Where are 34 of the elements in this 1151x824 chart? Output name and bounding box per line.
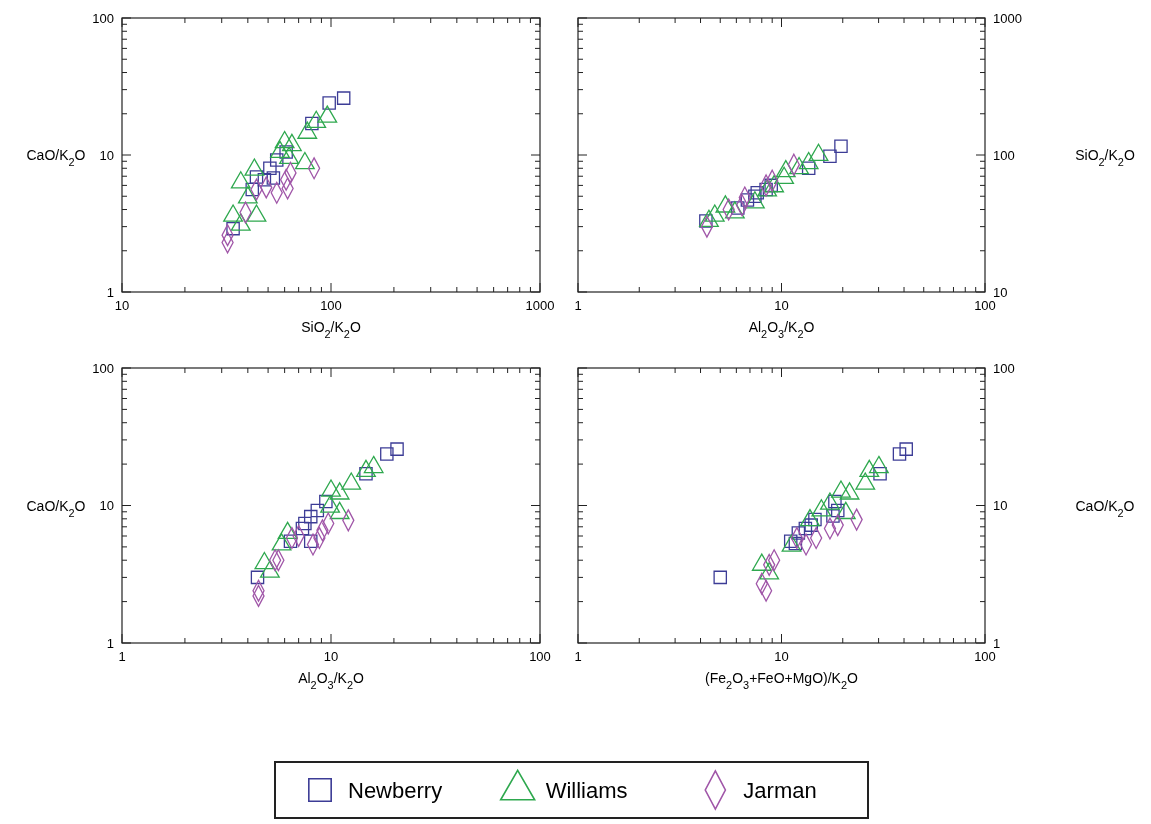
x-tick-label: 100 [974, 649, 996, 664]
x-tick-label: 1 [118, 649, 126, 664]
y-tick-label: 1 [106, 635, 114, 651]
x-tick-label: 1 [574, 649, 582, 664]
y-tick-label: 1000 [993, 10, 1022, 26]
y-axis-title: CaO/K$_{2}$O [1075, 497, 1135, 519]
y-tick-label: 100 [993, 360, 1015, 376]
y-tick-label: 100 [92, 10, 114, 26]
y-tick-label: 10 [993, 498, 1008, 513]
y-tick-label: 1 [993, 635, 1001, 651]
x-axis-title: (Fe$_{2}$O$_{3}$+FeO+MgO)/K$_{2}$O [705, 670, 859, 691]
x-tick-label: 10 [323, 649, 339, 664]
x-axis-title: Al$_{2}$O$_{3}$/K$_{2}$O [748, 319, 815, 340]
y-tick-label: 10 [99, 498, 114, 513]
x-tick-label: 10 [774, 649, 789, 664]
x-tick-label: 100 [974, 298, 996, 313]
legend-label: Williams [545, 778, 628, 803]
x-tick-label: 100 [529, 649, 551, 664]
legend-label: Jarman [743, 778, 817, 803]
y-tick-label: 10 [99, 147, 114, 163]
y-tick-label: 100 [993, 147, 1015, 163]
y-tick-label: 100 [92, 360, 114, 376]
y-tick-label: 1 [106, 284, 114, 300]
x-tick-label: 10 [774, 298, 789, 313]
y-axis-title: CaO/K$_{2}$O [26, 497, 86, 519]
legend-label: Newberry [348, 778, 443, 803]
x-axis-title: SiO$_{2}$/K$_{2}$O [301, 319, 361, 340]
y-tick-label: 10 [993, 284, 1008, 300]
x-tick-label: 1 [574, 298, 582, 313]
x-tick-label: 1000 [525, 298, 555, 313]
x-axis-title: Al$_{2}$O$_{3}$/K$_{2}$O [298, 670, 364, 691]
y-axis-title: CaO/K$_{2}$O [26, 147, 86, 168]
x-tick-label: 100 [320, 298, 342, 313]
y-axis-title: SiO$_{2}$/K$_{2}$O [1075, 147, 1135, 168]
